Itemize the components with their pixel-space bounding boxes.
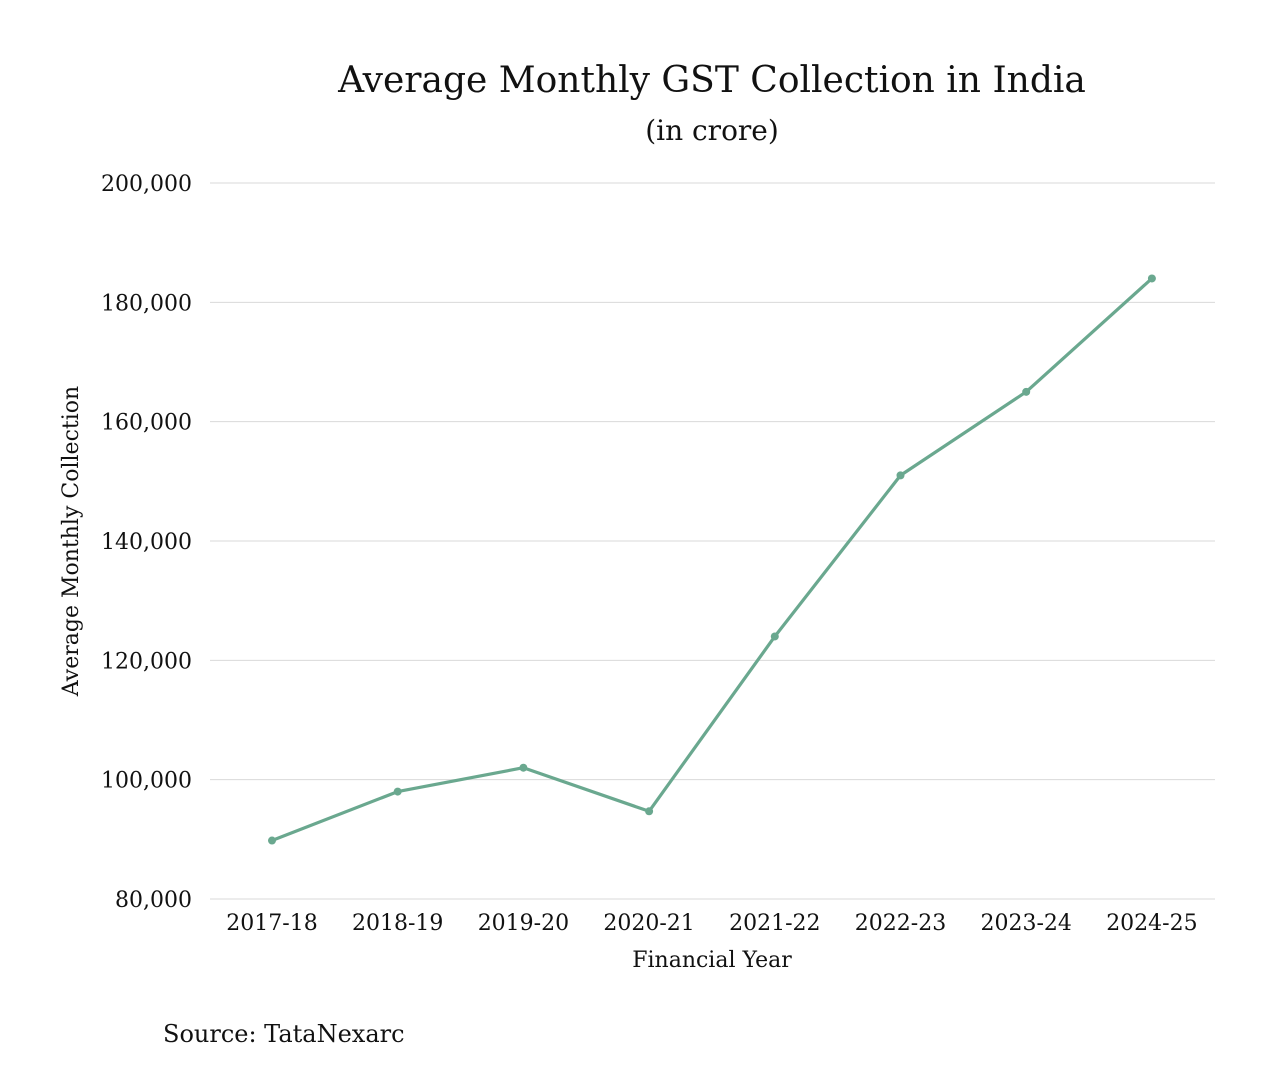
- x-axis-label: Financial Year: [632, 948, 792, 973]
- chart-title: Average Monthly GST Collection in India: [337, 60, 1086, 101]
- data-point: [645, 807, 654, 816]
- x-tick-label: 2018-19: [352, 911, 443, 936]
- data-point: [1022, 387, 1031, 396]
- data-point: [268, 836, 276, 845]
- data-point: [393, 787, 402, 796]
- series-layer: [268, 274, 1156, 845]
- y-tick-label: 140,000: [101, 530, 192, 555]
- y-tick-label: 200,000: [101, 172, 192, 197]
- data-point: [519, 763, 528, 772]
- chart-subtitle: (in crore): [645, 114, 779, 147]
- y-axis-label: Average Monthly Collection: [59, 386, 84, 697]
- x-tick-label: 2021-22: [729, 911, 820, 936]
- y-tick-label: 180,000: [101, 291, 192, 316]
- x-tick-label: 2024-25: [1106, 911, 1197, 936]
- y-tick-label: 120,000: [101, 649, 192, 674]
- series-line: [270, 276, 1154, 843]
- y-tick-label: 160,000: [101, 411, 192, 436]
- data-point: [896, 471, 905, 480]
- y-axis-ticks: 80,000 100,000 120,000 140,000 160,000 180,00…: [101, 172, 192, 913]
- data-point: [770, 632, 779, 641]
- x-tick-label: 2022-23: [855, 911, 946, 936]
- x-axis-ticks: 2017-18 2018-19 2019-20 2020-21 2021-22 2022-…: [226, 911, 1197, 936]
- y-tick-label: 100,000: [101, 769, 192, 794]
- x-tick-label: 2019-20: [478, 911, 569, 936]
- x-tick-label: 2020-21: [603, 911, 694, 936]
- y-tick-label: 80,000: [115, 888, 192, 913]
- data-point: [1147, 274, 1156, 283]
- source-note: Source: TataNexarc: [163, 1020, 405, 1048]
- x-tick-label: 2017-18: [226, 911, 317, 936]
- gridlines: [210, 182, 1215, 900]
- x-tick-label: 2023-24: [980, 911, 1071, 936]
